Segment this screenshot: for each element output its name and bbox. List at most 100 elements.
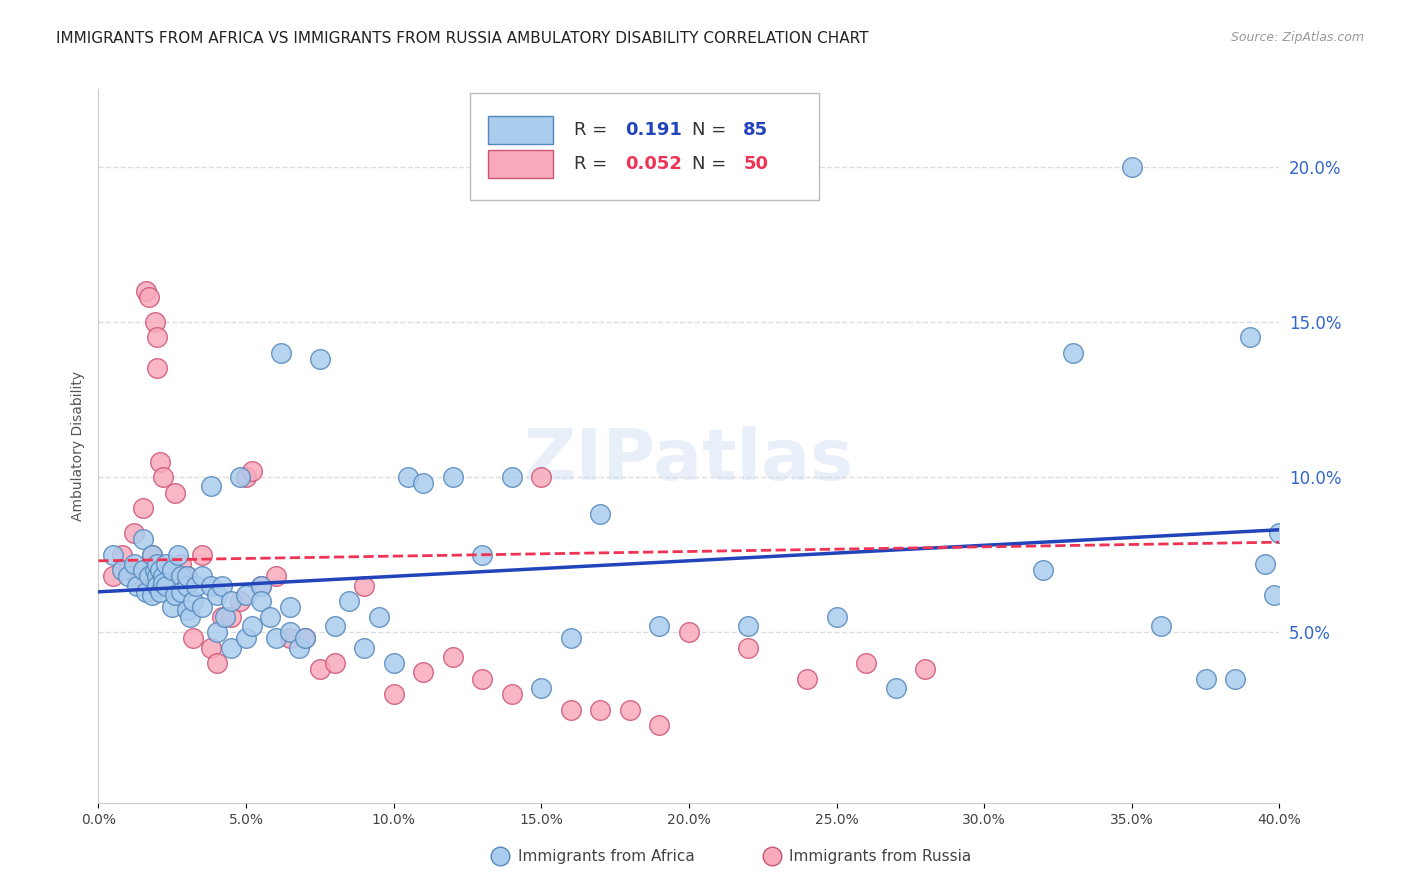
Point bbox=[884, 681, 907, 695]
Point bbox=[339, 594, 360, 608]
Point bbox=[221, 609, 243, 624]
Text: N =: N = bbox=[693, 121, 733, 139]
Point bbox=[141, 548, 163, 562]
Point bbox=[1062, 346, 1084, 360]
Point bbox=[135, 284, 157, 298]
Point bbox=[221, 640, 243, 655]
Point bbox=[1239, 330, 1261, 344]
Point bbox=[122, 557, 145, 571]
Point bbox=[155, 569, 177, 583]
Point bbox=[200, 479, 222, 493]
Point bbox=[278, 625, 302, 640]
Point bbox=[138, 290, 160, 304]
Point bbox=[264, 569, 287, 583]
Point bbox=[914, 662, 936, 676]
Point bbox=[165, 485, 187, 500]
Point bbox=[152, 470, 174, 484]
Point bbox=[589, 508, 612, 522]
Point bbox=[170, 584, 193, 599]
Point bbox=[146, 569, 169, 583]
Point bbox=[117, 569, 139, 583]
Point bbox=[170, 569, 193, 583]
Point bbox=[125, 579, 148, 593]
Text: Immigrants from Russia: Immigrants from Russia bbox=[789, 849, 972, 863]
Point bbox=[146, 579, 169, 593]
Point bbox=[117, 563, 139, 577]
Point bbox=[229, 470, 252, 484]
Point bbox=[143, 563, 166, 577]
Point bbox=[353, 579, 375, 593]
Point bbox=[288, 640, 311, 655]
Text: 85: 85 bbox=[744, 121, 769, 139]
Point bbox=[309, 352, 332, 367]
Point bbox=[176, 579, 198, 593]
Point bbox=[149, 584, 172, 599]
Point bbox=[1223, 672, 1246, 686]
Point bbox=[441, 470, 464, 484]
Point bbox=[441, 650, 464, 665]
Point bbox=[825, 609, 848, 624]
Point bbox=[200, 579, 222, 593]
Point bbox=[501, 470, 523, 484]
Point bbox=[176, 569, 198, 583]
Point bbox=[122, 525, 145, 540]
Point bbox=[270, 346, 292, 360]
Point bbox=[165, 588, 187, 602]
Point bbox=[560, 703, 582, 717]
Point bbox=[179, 609, 201, 624]
Point bbox=[176, 603, 198, 617]
Text: 0.052: 0.052 bbox=[626, 155, 682, 173]
Point bbox=[132, 532, 155, 546]
Bar bbox=[488, 150, 553, 178]
Point bbox=[205, 656, 228, 670]
Point bbox=[211, 609, 233, 624]
Point bbox=[200, 640, 222, 655]
Point bbox=[530, 681, 553, 695]
Point bbox=[146, 557, 169, 571]
Text: IMMIGRANTS FROM AFRICA VS IMMIGRANTS FROM RUSSIA AMBULATORY DISABILITY CORRELATI: IMMIGRANTS FROM AFRICA VS IMMIGRANTS FRO… bbox=[56, 31, 869, 46]
Point bbox=[235, 588, 257, 602]
Point bbox=[205, 625, 228, 640]
Point bbox=[1263, 588, 1285, 602]
Point bbox=[104, 782, 127, 797]
Point bbox=[382, 687, 405, 701]
Point bbox=[155, 557, 177, 571]
Point bbox=[648, 718, 671, 732]
Point bbox=[167, 548, 190, 562]
Text: 50: 50 bbox=[744, 155, 768, 173]
Point bbox=[132, 563, 155, 577]
Point bbox=[619, 703, 641, 717]
Point bbox=[678, 625, 700, 640]
Point bbox=[471, 672, 494, 686]
Text: 0.191: 0.191 bbox=[626, 121, 682, 139]
Point bbox=[240, 619, 263, 633]
Point bbox=[796, 672, 818, 686]
Point bbox=[278, 632, 302, 646]
Point bbox=[368, 609, 391, 624]
Point bbox=[235, 632, 257, 646]
Point bbox=[111, 563, 134, 577]
Point bbox=[149, 454, 172, 468]
Point bbox=[103, 569, 125, 583]
Text: ZIPatlas: ZIPatlas bbox=[524, 425, 853, 495]
Point bbox=[471, 548, 494, 562]
Point bbox=[294, 632, 316, 646]
Point bbox=[152, 575, 174, 590]
Point bbox=[648, 619, 671, 633]
Point bbox=[530, 470, 553, 484]
Point bbox=[250, 579, 273, 593]
Point bbox=[589, 703, 612, 717]
Point bbox=[737, 640, 759, 655]
Point bbox=[278, 600, 302, 615]
Point bbox=[323, 619, 346, 633]
Point bbox=[396, 470, 419, 484]
Point bbox=[294, 632, 316, 646]
Point bbox=[184, 579, 207, 593]
Point bbox=[141, 588, 163, 602]
Point bbox=[181, 594, 204, 608]
Point bbox=[135, 584, 157, 599]
Point bbox=[155, 579, 177, 593]
Point bbox=[1150, 619, 1173, 633]
Point bbox=[323, 656, 346, 670]
Point bbox=[1195, 672, 1218, 686]
